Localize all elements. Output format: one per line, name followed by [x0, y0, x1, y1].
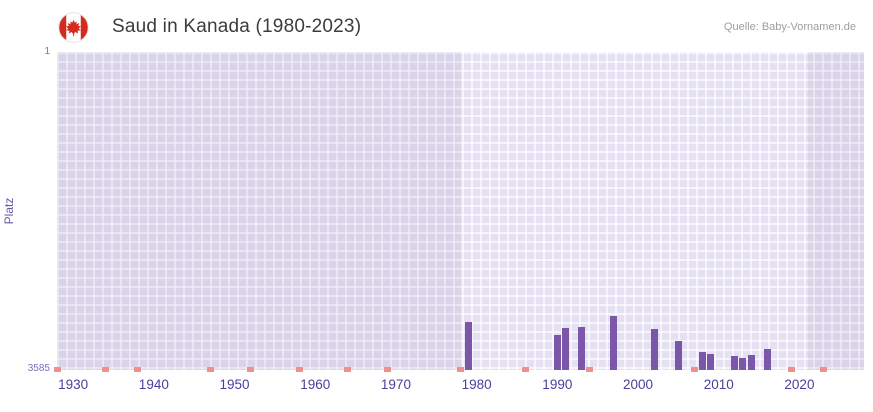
not-ranked-marker-1964[interactable]	[344, 367, 352, 372]
canada-flag-icon	[58, 12, 89, 43]
x-axis-label-2010: 2010	[703, 377, 734, 392]
not-ranked-marker-1978[interactable]	[457, 367, 464, 372]
shaded-band	[57, 52, 461, 370]
rank-bar-2009[interactable]	[707, 353, 715, 370]
x-axis-label-1940: 1940	[138, 377, 169, 392]
not-ranked-marker-1986[interactable]	[521, 367, 529, 372]
rank-bar-2002[interactable]	[650, 328, 658, 370]
y-axis-title: Platz	[2, 197, 16, 225]
not-ranked-marker-1952[interactable]	[247, 367, 255, 372]
not-ranked-marker-2007[interactable]	[691, 367, 699, 372]
rank-bar-1979[interactable]	[465, 321, 473, 370]
rank-bar-1997[interactable]	[610, 316, 618, 370]
x-axis-label-1990: 1990	[542, 377, 573, 392]
rank-bar-1991[interactable]	[561, 327, 569, 370]
not-ranked-marker-1938[interactable]	[134, 367, 142, 372]
x-axis-label-1930: 1930	[58, 377, 89, 392]
x-axis-label-1970: 1970	[380, 377, 411, 392]
x-axis-label-2000: 2000	[623, 377, 654, 392]
rank-bar-2016[interactable]	[763, 349, 771, 370]
x-axis-label-1960: 1960	[300, 377, 331, 392]
rank-bar-2013[interactable]	[739, 357, 747, 370]
not-ranked-marker-2023[interactable]	[820, 367, 828, 372]
rank-bar-2014[interactable]	[747, 355, 755, 370]
shaded-band	[807, 52, 864, 370]
rank-bar-2005[interactable]	[674, 341, 682, 370]
x-axis-label-1950: 1950	[219, 377, 250, 392]
not-ranked-marker-1934[interactable]	[101, 367, 109, 372]
rank-bar-1990[interactable]	[553, 334, 561, 370]
rank-bar-2008[interactable]	[699, 351, 707, 370]
not-ranked-marker-1947[interactable]	[206, 367, 214, 372]
not-ranked-marker-2019[interactable]	[787, 367, 795, 372]
y-tick-top: 1	[44, 46, 50, 57]
x-axis-label-1980: 1980	[461, 377, 492, 392]
not-ranked-marker-1928[interactable]	[53, 367, 61, 372]
page-title: Saud in Kanada (1980-2023)	[112, 16, 362, 37]
rank-bar-2012[interactable]	[731, 356, 739, 370]
not-ranked-marker-1969[interactable]	[384, 367, 392, 372]
rank-bar-1993[interactable]	[578, 326, 586, 370]
x-axis: 1930 1940 1950 1960 1970 1980 1990 2000 2010 2020	[57, 377, 864, 401]
x-axis-label-2020: 2020	[784, 377, 815, 392]
plot-area	[53, 52, 864, 372]
source-label: Quelle: Baby-Vornamen.de	[723, 21, 856, 33]
not-ranked-marker-1994[interactable]	[586, 367, 594, 372]
not-ranked-marker-1958[interactable]	[295, 367, 303, 372]
y-tick-bottom: 3585	[27, 363, 50, 374]
